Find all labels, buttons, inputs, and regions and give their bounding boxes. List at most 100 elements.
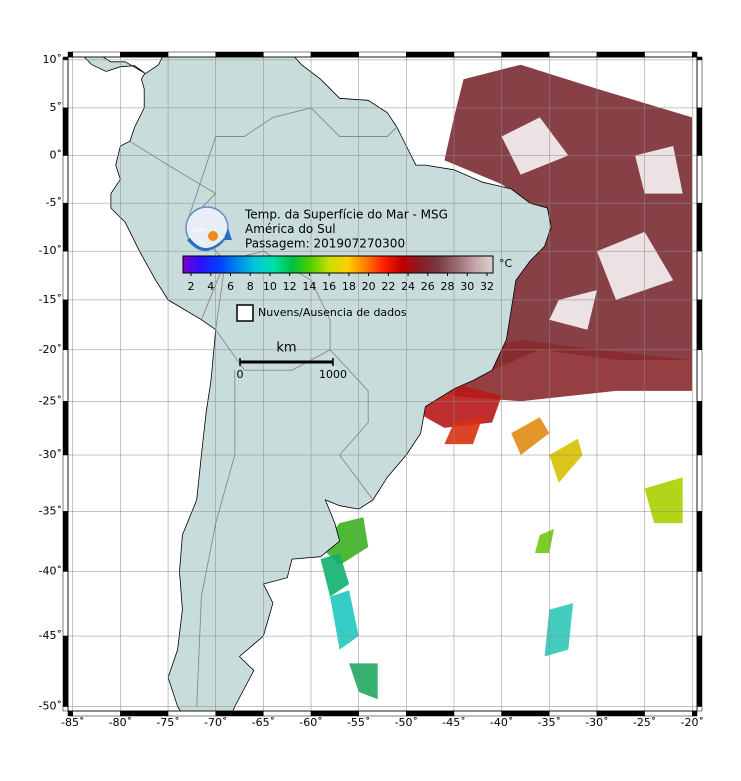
frame-bar [644, 51, 693, 58]
colorbar-tick-label: 24 [401, 280, 415, 293]
colorbar-tick-label: 30 [460, 280, 474, 293]
y-tick-label: -40˚ [39, 564, 62, 577]
frame-bar [72, 710, 121, 717]
legend-title: Passagem: 201907270300 [245, 237, 405, 251]
country-border [215, 329, 374, 501]
frame-bar [696, 59, 703, 109]
frame-bar [696, 250, 703, 301]
frame-bar [696, 107, 703, 156]
colorbar-tick-label: 32 [480, 280, 494, 293]
colorbar-tick-label: 16 [322, 280, 336, 293]
frame-bar [62, 706, 69, 712]
frame-bar [696, 299, 703, 351]
colorbar-tick-label: 8 [247, 280, 254, 293]
y-tick-label: -45˚ [39, 629, 62, 642]
frame-bar [358, 51, 407, 58]
frame-bar [501, 51, 550, 58]
y-tick-label: 0˚ [50, 149, 63, 162]
frame-bar [691, 51, 698, 58]
x-tick-label: -60˚ [299, 716, 322, 729]
frame-bar [62, 299, 69, 351]
frame-bar [310, 51, 359, 58]
frame-bar [263, 710, 312, 717]
frame-bar [696, 571, 703, 637]
frame-bar [62, 511, 69, 572]
sst-patch [511, 417, 550, 455]
frame-bar [62, 250, 69, 301]
frame-bar [62, 571, 69, 637]
frame-bar [62, 59, 69, 109]
frame-bar [644, 710, 693, 717]
x-tick-label: -30˚ [585, 716, 608, 729]
sst-patch [544, 603, 574, 657]
overlay: -85˚ -80˚ -75˚ -70˚ -65˚ -60˚ -55˚ -50˚ -45˚ -40˚… [39, 51, 704, 729]
country-border [186, 107, 398, 223]
frame-bar [696, 454, 703, 512]
frame [67, 56, 698, 712]
frame-bar [453, 51, 502, 58]
frame-bar [696, 202, 703, 252]
y-tick-label: -35˚ [39, 504, 62, 517]
x-tick-label: -75˚ [156, 716, 179, 729]
colorbar-tick-label: 6 [227, 280, 234, 293]
x-tick-label: -55˚ [347, 716, 370, 729]
no-data-swatch [236, 304, 254, 322]
sst-patch [330, 590, 359, 650]
frame-bar [215, 710, 264, 717]
y-tick-label: 10˚ [43, 53, 63, 66]
colorbar-tick-label: 22 [381, 280, 395, 293]
frame-bar [596, 51, 645, 58]
frame-bar [120, 710, 169, 717]
x-tick-label: -70˚ [204, 716, 227, 729]
map-area [68, 57, 697, 711]
frame-bar [62, 155, 69, 204]
frame-bar [62, 56, 69, 61]
no-data-label: Nuvens/Ausencia de dados [258, 306, 407, 319]
frame-bar [358, 710, 407, 717]
scale-unit: km [276, 341, 296, 356]
x-tick-label: -85˚ [61, 716, 84, 729]
logo-swoosh [187, 228, 232, 251]
y-tick-label: -20˚ [39, 343, 62, 356]
colorbar [182, 255, 494, 274]
frame-bar [696, 401, 703, 456]
cloud-gap [596, 231, 674, 300]
sst-patch [535, 529, 554, 553]
frame-bar [62, 454, 69, 512]
y-tick-label: -10˚ [39, 244, 62, 257]
frame-bar [62, 635, 69, 707]
frame-bar [696, 349, 703, 402]
legend-title: América do Sul [245, 222, 336, 236]
frame-bar [310, 710, 359, 717]
y-tick-label: 5˚ [50, 101, 63, 114]
colorbar-unit: °C [499, 257, 513, 270]
frame-bar [696, 56, 703, 61]
sst-patch [349, 663, 378, 700]
x-tick-label: -45˚ [442, 716, 465, 729]
x-tick-label: -65˚ [252, 716, 275, 729]
frame-bar [696, 706, 703, 712]
frame-bar [453, 710, 502, 717]
x-tick-label: -80˚ [109, 716, 132, 729]
sst-patch [549, 438, 583, 483]
frame-bar [167, 51, 216, 58]
y-tick-label: -50˚ [39, 700, 62, 713]
frame-bar [167, 710, 216, 717]
frame-bar [549, 51, 598, 58]
frame-bar [62, 349, 69, 402]
cloud-gap [501, 117, 569, 175]
colorbar-tick-label: 4 [207, 280, 214, 293]
sst-patch [320, 517, 369, 566]
x-tick-label: -20˚ [681, 716, 704, 729]
frame-bar [215, 51, 264, 58]
y-tick-label: -15˚ [39, 293, 62, 306]
frame-bar [62, 107, 69, 156]
scale-tick-label: 0 [237, 368, 244, 381]
y-tick-label: -30˚ [39, 448, 62, 461]
legend-title: Temp. da Superfície do Mar - MSG [244, 208, 448, 222]
frame-bar [62, 202, 69, 252]
frame-bar [120, 51, 169, 58]
colorbar-tick-label: 26 [421, 280, 435, 293]
frame-bar [62, 401, 69, 456]
